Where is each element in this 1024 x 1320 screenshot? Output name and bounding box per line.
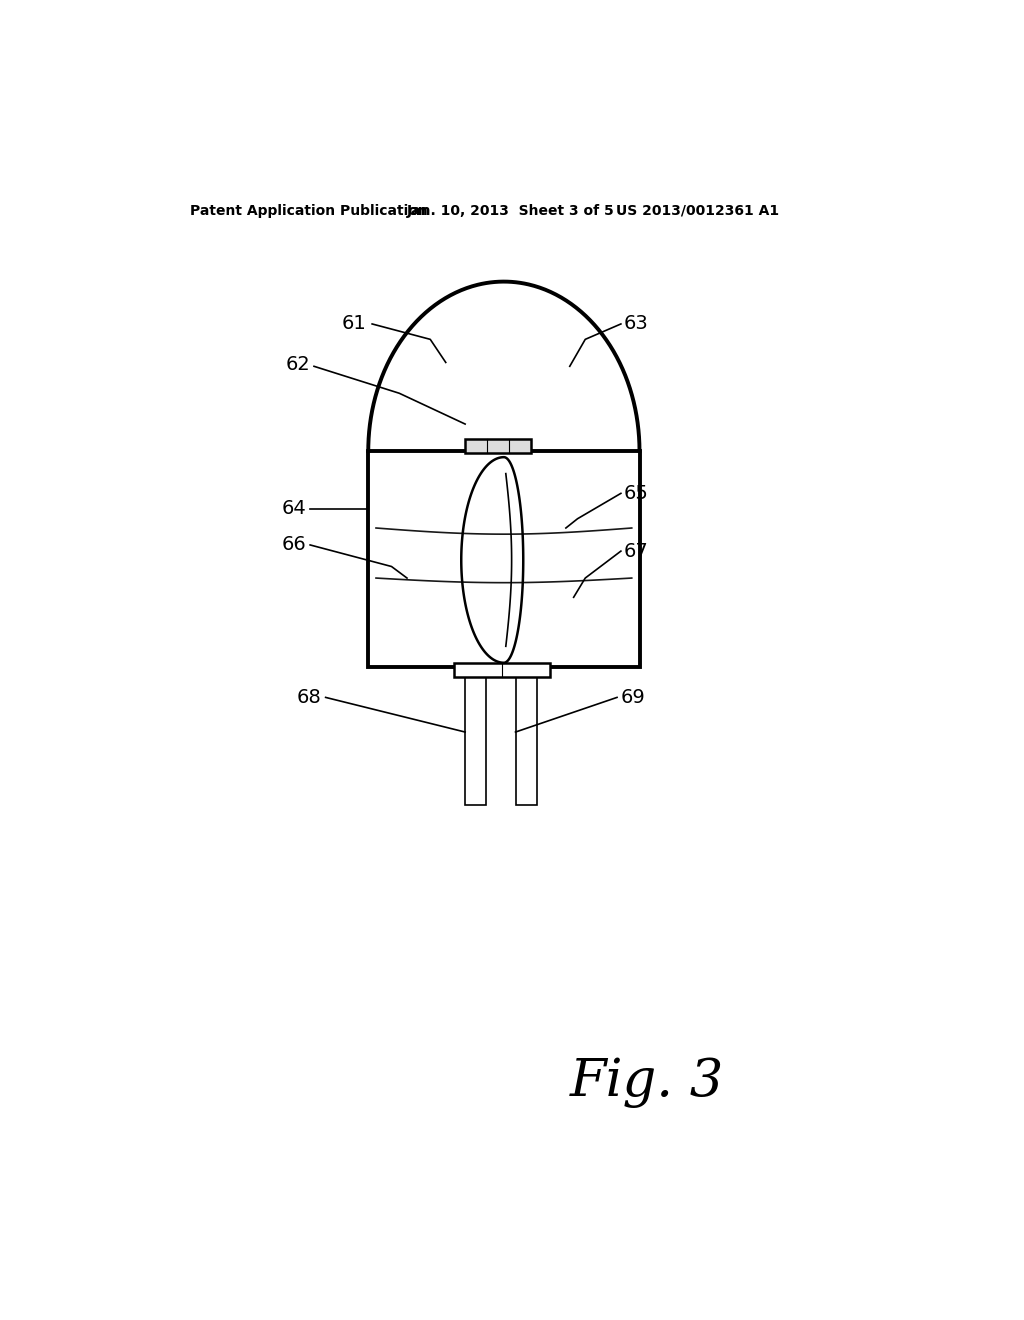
- Text: 67: 67: [624, 541, 649, 561]
- Bar: [454, 663, 550, 677]
- Bar: [465, 677, 486, 805]
- Text: US 2013/0012361 A1: US 2013/0012361 A1: [616, 203, 779, 218]
- Bar: [369, 451, 640, 667]
- Text: 62: 62: [286, 355, 310, 375]
- Text: Jan. 10, 2013  Sheet 3 of 5: Jan. 10, 2013 Sheet 3 of 5: [407, 203, 614, 218]
- Bar: [515, 677, 538, 805]
- Text: Patent Application Publication: Patent Application Publication: [190, 203, 428, 218]
- Bar: [465, 440, 531, 453]
- Text: 68: 68: [297, 688, 322, 708]
- Text: 66: 66: [282, 536, 306, 554]
- Text: 64: 64: [282, 499, 306, 519]
- Text: 61: 61: [342, 314, 367, 334]
- Text: Fig. 3: Fig. 3: [570, 1057, 724, 1107]
- Polygon shape: [461, 457, 523, 663]
- Text: 63: 63: [624, 314, 649, 334]
- Text: 69: 69: [621, 688, 645, 708]
- Text: 65: 65: [624, 484, 649, 503]
